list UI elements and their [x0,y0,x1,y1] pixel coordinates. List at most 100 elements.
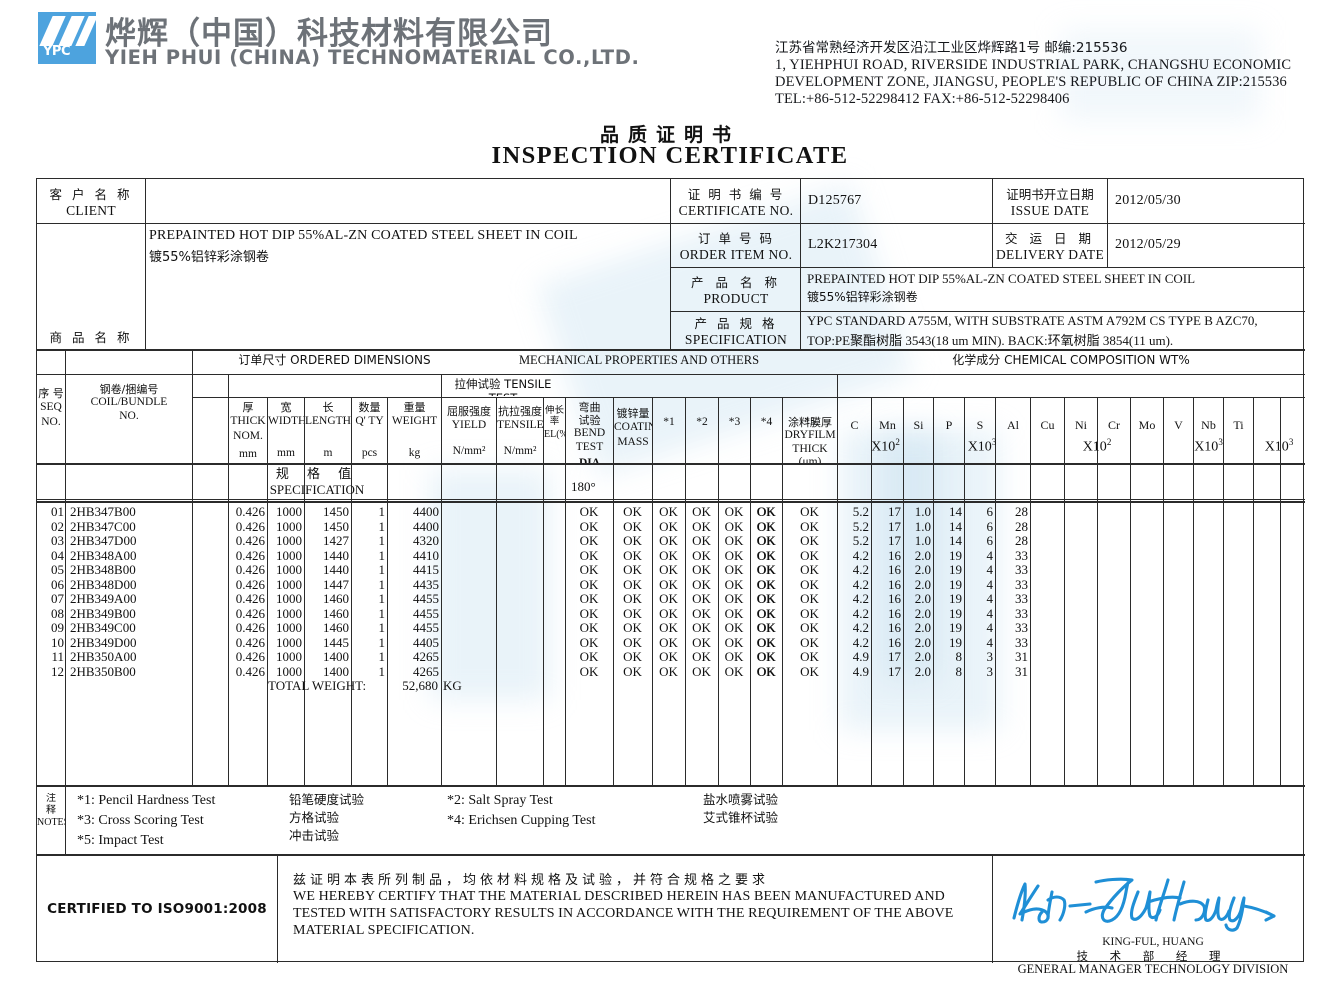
company-name-cn: 烨辉（中国）科技材料有限公司 [105,16,553,52]
issue-date-label: 证明书开立日期 ISSUE DATE [1006,186,1094,218]
note-cn-2: 盐水喷雾试验 [703,792,779,807]
cell-Si: 1.0 [914,533,931,548]
cell-seq: 07 [51,591,64,606]
spec-line2: TOP:PE聚酯树脂 3543(18 um MIN). BACK:环氧树脂 38… [807,333,1174,348]
cell-seq: 06 [51,576,64,592]
commodity-label-en: COMMODITY [37,346,145,350]
spec-line1: YPC STANDARD A755M, WITH SUBSTRATE ASTM … [807,313,1258,328]
col-header-star2: *2 [696,416,708,428]
cell-s2: OK [692,547,711,563]
notes-content: *1: Pencil Hardness Test *3: Cross Scori… [77,791,1277,853]
table-row: 01 2HB347B00 0.426 1000 1450 1 4400 OK OK OK OK OK O… [37,504,1305,519]
rule [871,397,872,785]
table-row: 09 2HB349C00 0.426 1000 1460 1 4455 OK OK OK OK OK O… [37,620,1305,635]
cell-bend: OK [579,562,599,577]
cell-seq: 05 [51,562,64,577]
cell-length: 1440 [323,562,349,577]
cell-Si: 1.0 [914,504,931,519]
total-weight-unit: KG [443,678,462,693]
cell-s3: OK [724,533,744,548]
cell-s5: OK [757,504,776,519]
cell-dryfilm: OK [800,518,819,534]
cell-dryfilm: OK [800,547,819,563]
cell-C: 5.2 [852,518,869,534]
cell-length: 1445 [323,634,349,650]
specification-value: YPC STANDARD A755M, WITH SUBSTRATE ASTM … [807,313,1302,349]
commodity-label-cn: 商 品 名 称 [49,329,133,345]
cell-s2: OK [692,504,711,519]
certificate-no-label: 证 明 书 编 号 CERTIFICATE NO. [678,186,794,218]
col-header-coating-mass: 镀锌量 COATING MASS [614,407,652,448]
cell-s2: OK [692,663,711,679]
col-header-dryfilm: 涂料膜厚 DRYFILM THICK (μm) TOP/BOTT [784,416,836,463]
order-item-value: L2K217304 [808,237,878,252]
cell-S: 6 [986,504,994,519]
cell-Mn: 16 [888,605,901,621]
cell-s4: OK [756,504,776,519]
client-label-cn: 客 户 名 称 [49,186,133,202]
cell-thick: 0.426 [235,634,265,650]
cell-length: 1447 [323,576,349,592]
rule [65,349,66,785]
rule [782,397,783,785]
cell-weight: 4435 [413,576,439,592]
col-header-star5: *5 [804,416,816,428]
cell-s5: OK [757,533,776,548]
chem-header-S: S [976,419,984,432]
cell-s3: OK [724,649,744,664]
rule [37,499,1305,500]
cell-s5: OK [757,562,776,577]
rule [37,223,670,224]
cell-P: 19 [949,620,962,635]
cell-C: 5.2 [852,504,869,519]
cell-dryfilm: OK [800,504,819,519]
cell-thick: 0.426 [235,504,265,519]
cell-s5: OK [757,547,776,563]
rule [543,397,544,785]
cell-s5: OK [757,649,776,664]
signature-name: KING-FUL, HUANG [1102,936,1204,948]
cell-dryfilm: OK [800,605,819,621]
cell-length: 1427 [323,533,349,548]
cell-weight: 4415 [413,562,439,577]
cell-Si: 2.0 [914,547,931,563]
issue-date-value: 2012/05/30 [1115,193,1181,208]
rule [37,463,1305,465]
iso-certification: CERTIFIED TO ISO9001:2008 [47,900,267,917]
cell-length: 1450 [323,504,349,519]
cell-s4: OK [756,547,776,563]
cell-P: 8 [955,663,963,679]
rule [37,854,1305,856]
cell-Mn: 17 [888,663,901,679]
cell-s1: OK [659,649,678,664]
rule [995,397,996,785]
rule [800,179,801,349]
chem-header-Si: Si [913,419,924,432]
cell-length: 1460 [323,591,349,606]
cell-S: 4 [986,634,994,650]
cell-s5: OK [757,576,776,592]
note-tag-5: *5: [77,832,95,848]
cell-s3: OK [724,663,744,679]
cell-Al: 33 [1015,591,1028,606]
cell-Si: 1.0 [914,518,931,534]
company-contact: TEL:+86-512-52298412 FAX:+86-512-5229840… [775,90,1070,107]
cell-s3: OK [724,504,744,519]
cell-C: 4.2 [852,547,869,563]
rule [192,397,1305,398]
commodity-value: PREPAINTED HOT DIP 55%AL-ZN COATED STEEL… [149,228,664,348]
cell-P: 19 [949,576,962,592]
cell-dryfilm: OK [800,649,819,664]
rule [267,397,268,785]
cell-thick: 0.426 [235,533,265,548]
cell-coating: OK [623,504,642,519]
cell-bend: OK [579,620,599,635]
cell-Mn: 16 [888,634,901,650]
cell-seq: 08 [51,605,64,621]
cell-C: 4.2 [852,620,869,635]
spec-row-label: 规 格 值 SPECIFICATION [269,467,365,497]
note-tag-2: *2: [447,793,465,808]
address-en-line1: 1, YIEHPHUI ROAD, RIVERSIDE INDUSTRIAL P… [775,56,1292,73]
cell-Mn: 17 [888,518,901,534]
rule [1064,397,1065,785]
